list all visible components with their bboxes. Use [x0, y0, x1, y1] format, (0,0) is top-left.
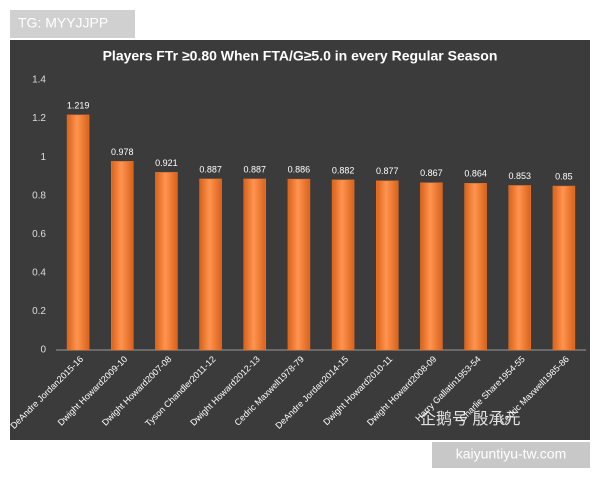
value-label: 0.85	[555, 171, 573, 181]
bar	[111, 161, 134, 351]
bar	[155, 172, 178, 351]
chart-title: Players FTr ≥0.80 When FTA/G≥5.0 in ever…	[103, 48, 498, 64]
bar	[66, 114, 90, 351]
bar	[243, 178, 266, 351]
value-label: 0.921	[155, 158, 178, 168]
y-tick-label: 0	[40, 345, 46, 356]
value-label: 0.886	[288, 165, 311, 175]
y-tick-label: 0.4	[32, 267, 46, 278]
value-label: 0.864	[464, 169, 487, 179]
watermark: 企鹅号 殷承元	[420, 410, 520, 428]
tag-label: TG: MYYJJPP	[18, 15, 108, 31]
bar	[508, 185, 531, 351]
value-label: 0.978	[111, 147, 134, 157]
value-label: 0.887	[199, 164, 222, 174]
site-label: kaiyuntiyu-tw.com	[456, 446, 566, 462]
value-label: 0.853	[508, 171, 531, 181]
value-label: 1.219	[67, 100, 90, 110]
bar	[199, 178, 222, 351]
bar	[552, 185, 576, 351]
y-tick-label: 0.8	[32, 190, 46, 201]
value-label: 0.882	[332, 165, 355, 175]
y-tick-label: 1	[40, 152, 46, 163]
y-tick-label: 0.6	[32, 229, 46, 240]
bar	[287, 178, 311, 351]
value-label: 0.867	[420, 168, 443, 178]
bar	[376, 180, 399, 351]
value-label: 0.887	[243, 164, 266, 174]
bar	[420, 182, 443, 351]
y-tick-label: 1.4	[32, 75, 46, 86]
tag-box	[10, 10, 135, 38]
site-box	[432, 442, 590, 468]
y-tick-label: 0.2	[32, 306, 46, 317]
bar	[464, 183, 487, 351]
y-tick-label: 1.2	[32, 113, 46, 124]
bar	[331, 179, 355, 351]
value-label: 0.877	[376, 166, 399, 176]
